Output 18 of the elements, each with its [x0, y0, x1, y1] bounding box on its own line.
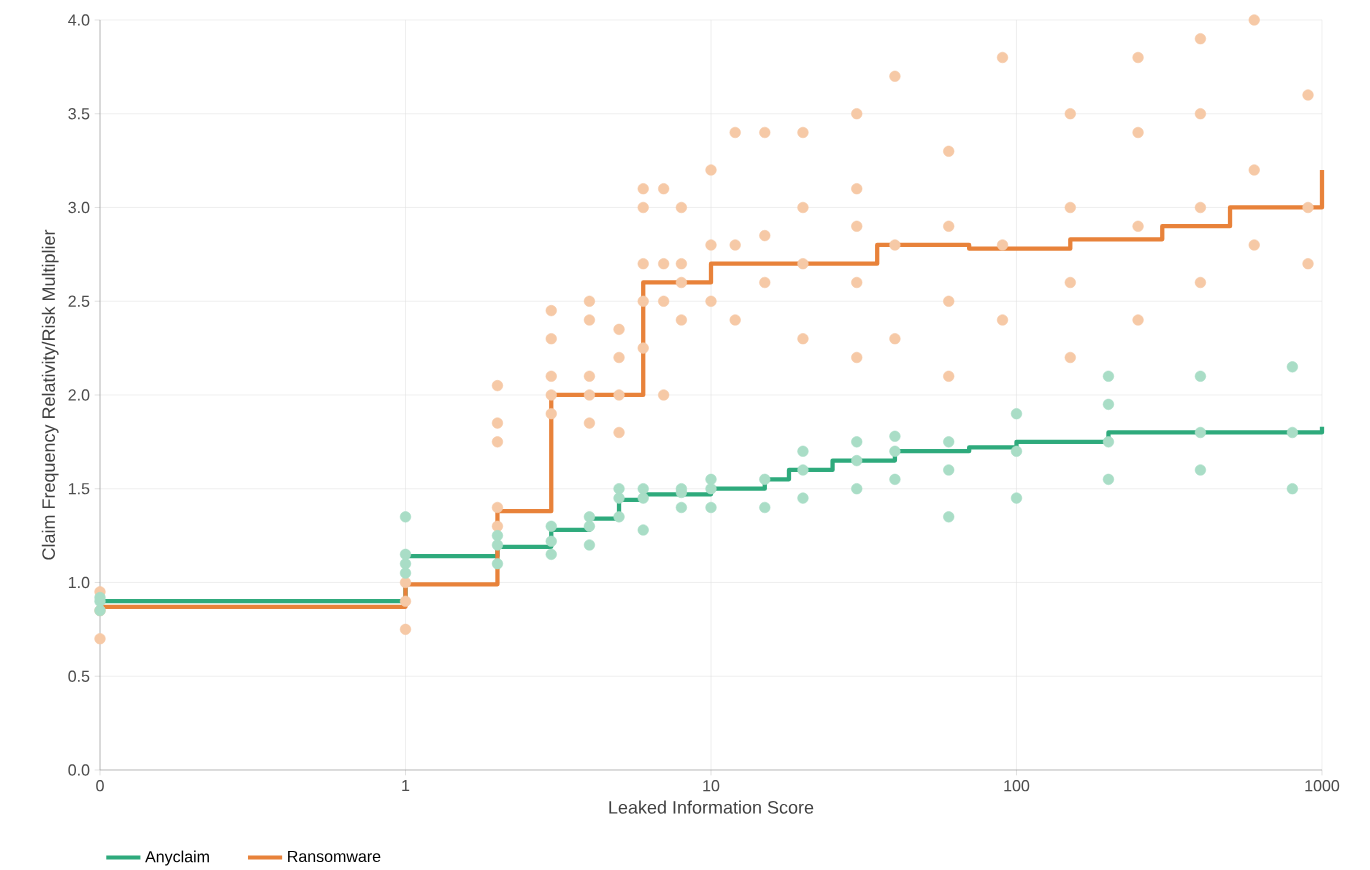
y-tick-label: 3.5 — [68, 108, 90, 120]
legend-label: Anyclaim — [145, 850, 209, 866]
x-tick-label: 100 — [1004, 780, 1030, 792]
y-tick-label: 2.5 — [68, 295, 90, 307]
x-tick-label: 1 — [402, 780, 410, 792]
y-tick-label: 4.0 — [68, 14, 90, 26]
x-tick-label: 1000 — [1305, 780, 1340, 792]
y-tick-label: 1.0 — [68, 576, 90, 589]
x-tick-label: 10 — [703, 780, 720, 792]
x-tick-label: 0 — [96, 780, 104, 792]
x-axis-title: Leaked Information Score — [609, 800, 814, 814]
y-axis-title: Claim Frequency Relativity/Risk Multiplier — [41, 229, 59, 560]
y-tick-label: 0.5 — [68, 670, 90, 682]
y-tick-label: 1.5 — [68, 483, 90, 495]
y-tick-label: 2.0 — [68, 389, 90, 401]
y-tick-label: 3.0 — [68, 201, 90, 214]
legend-label: Ransomware — [288, 850, 381, 863]
y-tick-label: 0.0 — [68, 764, 90, 776]
